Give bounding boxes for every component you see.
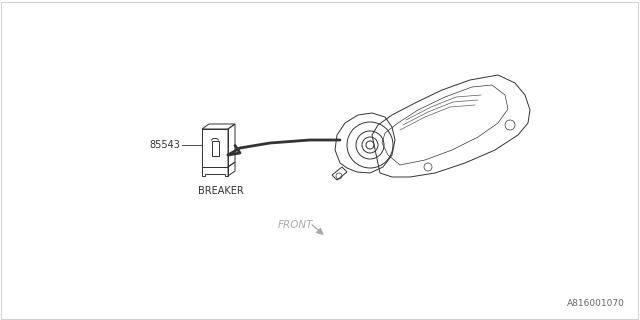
Text: 85543: 85543 <box>149 140 180 150</box>
Text: A816001070: A816001070 <box>567 299 625 308</box>
Text: BREAKER: BREAKER <box>198 186 243 196</box>
Text: FRONT: FRONT <box>278 220 314 230</box>
